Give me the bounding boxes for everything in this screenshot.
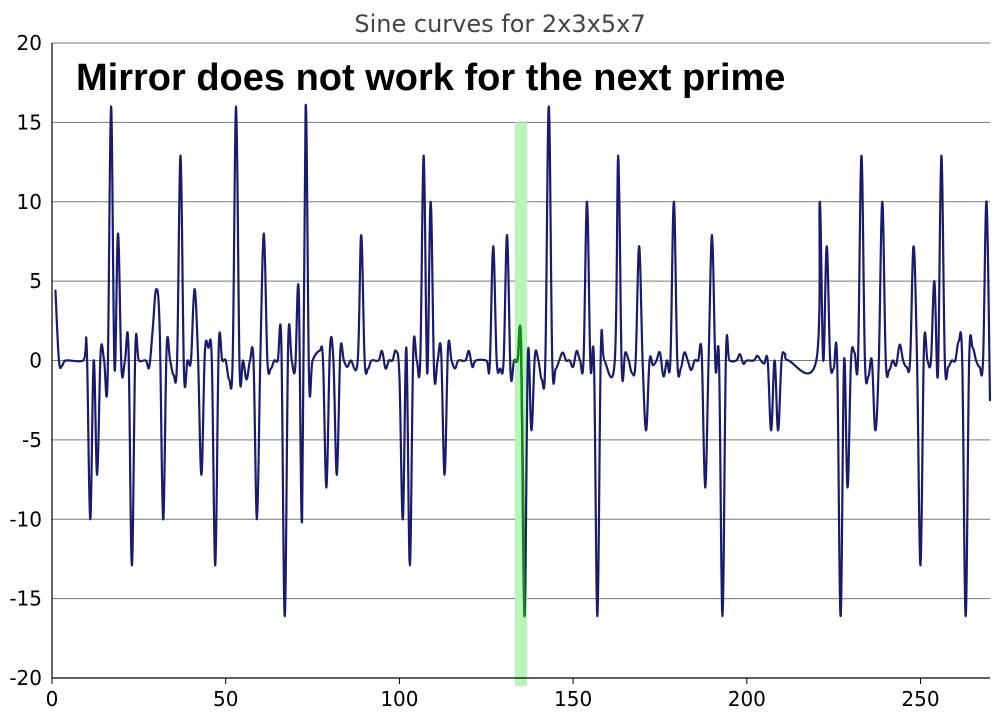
x-tick-label: 100 [380, 687, 418, 711]
y-tick-label: 10 [17, 190, 42, 214]
x-tick-label: 50 [213, 687, 238, 711]
y-tick-label: 5 [29, 269, 42, 293]
y-tick-label: -15 [9, 587, 42, 611]
y-tick-label: -10 [9, 507, 42, 531]
x-tick-label: 150 [554, 687, 592, 711]
chart-annotation: Mirror does not work for the next prime [76, 57, 785, 99]
y-tick-label: -5 [22, 428, 42, 452]
x-tick-label: 200 [728, 687, 766, 711]
y-tick-label: 0 [29, 349, 42, 373]
series-layer [54, 103, 992, 618]
y-tick-label: -20 [9, 666, 42, 690]
y-tick-label: 15 [17, 110, 42, 134]
series-line-highlight [512, 324, 526, 618]
x-tick-label: 0 [46, 687, 59, 711]
chart-axes [51, 43, 990, 684]
y-tick-label: 20 [17, 31, 42, 55]
chart-title: Sine curves for 2x3x5x7 [354, 10, 645, 38]
x-tick-label: 250 [901, 687, 939, 711]
